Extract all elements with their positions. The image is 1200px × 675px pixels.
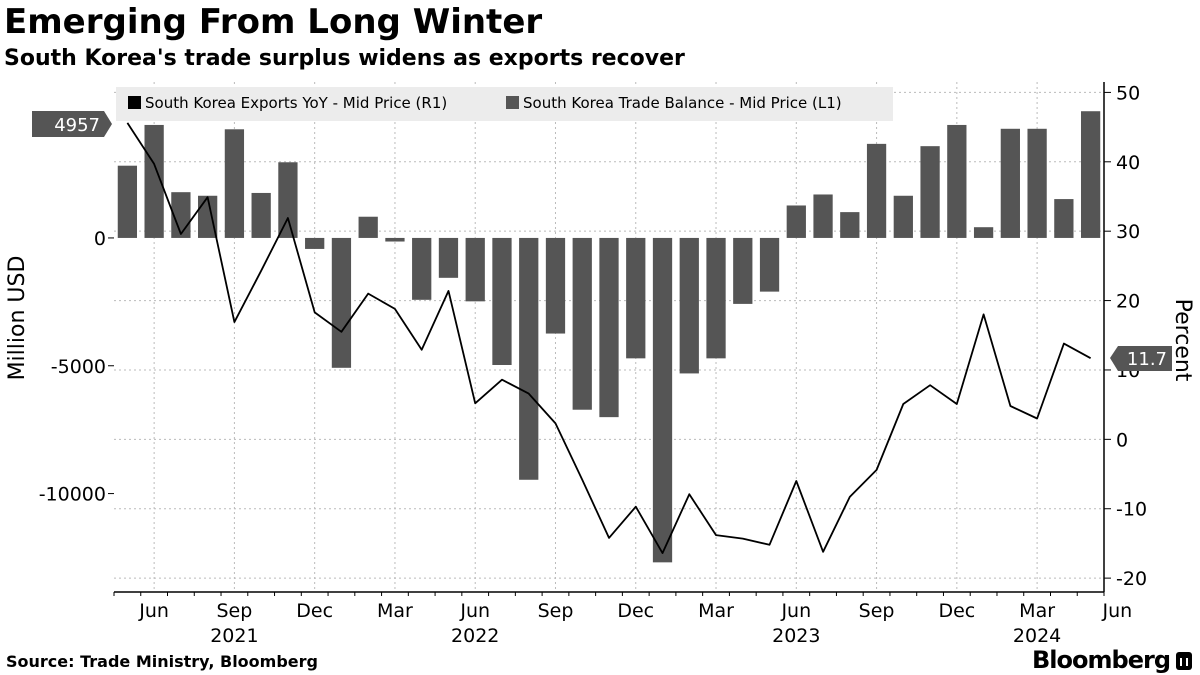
bar-trade-balance-2022-02 <box>358 216 378 238</box>
x-tick-label-12: Jun <box>1102 600 1133 622</box>
bar-trade-balance-2023-07 <box>813 194 833 238</box>
x-tick-label-3: Mar <box>377 600 413 622</box>
bar-trade-balance-2023-02 <box>679 237 699 374</box>
y-left-tick-label-1: -5000 <box>51 356 106 378</box>
bar-trade-balance-2023-01 <box>652 237 673 563</box>
x-tick-label-5: Sep <box>538 600 574 622</box>
bar-trade-balance-2022-10 <box>572 237 592 410</box>
source-note: Source: Trade Ministry, Bloomberg <box>6 652 318 671</box>
y-right-tick-label-2: 30 <box>1116 221 1140 243</box>
x-tick-label-1: Sep <box>216 600 252 622</box>
y-right-tick-label-7: -20 <box>1116 568 1147 590</box>
x-year-label-2024: 2024 <box>1013 625 1061 647</box>
x-year-label-2023: 2023 <box>772 625 820 647</box>
line-exports-yoy <box>126 122 1092 554</box>
bar-trade-balance-2023-05 <box>759 237 780 292</box>
brand-logo: Bloomberg <box>1032 646 1171 674</box>
bar-trade-balance-2022-05 <box>438 237 459 278</box>
y-right-tick-label-1: 40 <box>1116 152 1140 174</box>
bar-trade-balance-2021-11 <box>278 162 298 238</box>
bar-trade-balance-2022-08 <box>519 237 539 480</box>
bar-trade-balance-2022-03 <box>385 237 405 242</box>
bar-trade-balance-2023-11 <box>920 146 940 238</box>
bar-trade-balance-2023-09 <box>866 143 887 238</box>
bar-trade-balance-2024-01 <box>973 227 994 238</box>
bar-trade-balance-2024-05 <box>1080 111 1101 238</box>
bar-trade-balance-2022-06 <box>465 237 485 302</box>
bar-trade-balance-2021-05 <box>117 165 138 238</box>
bar-trade-balance-2021-09 <box>224 129 245 238</box>
y-right-tick-label-6: -10 <box>1116 499 1147 521</box>
bar-trade-balance-2021-08 <box>198 195 218 238</box>
last-value-flag-left-label: 4957 <box>54 115 100 136</box>
bar-trade-balance-2022-01 <box>331 237 352 368</box>
x-tick-label-11: Mar <box>1019 600 1055 622</box>
legend-label-exports: South Korea Exports YoY - Mid Price (R1) <box>145 94 447 112</box>
last-value-flag-right-label: 11.7 <box>1127 349 1167 370</box>
x-tick-label-0: Jun <box>138 600 169 622</box>
x-tick-label-6: Dec <box>617 600 654 622</box>
x-tick-label-8: Jun <box>780 600 811 622</box>
chart-subtitle: South Korea's trade surplus widens as ex… <box>4 46 685 71</box>
bar-trade-balance-2022-11 <box>599 237 619 418</box>
bar-trade-balance-2021-06 <box>144 124 164 238</box>
x-year-label-2021: 2021 <box>210 625 258 647</box>
bar-trade-balance-2022-09 <box>545 237 566 334</box>
y-right-tick-label-3: 20 <box>1116 291 1140 313</box>
bar-trade-balance-2023-06 <box>786 205 806 238</box>
bar-trade-balance-2022-07 <box>492 237 512 365</box>
y-left-tick-label-0: 0 <box>94 228 106 250</box>
y-right-tick-label-5: 0 <box>1116 429 1128 451</box>
x-tick-label-7: Mar <box>698 600 734 622</box>
last-value-flag-right <box>1110 346 1172 371</box>
y-left-axis-title: Million USD <box>5 256 30 381</box>
y-left-tick-label-2: -10000 <box>39 484 106 506</box>
x-tick-label-2: Dec <box>296 600 333 622</box>
legend-swatch-exports <box>128 96 141 109</box>
chart-title: Emerging From Long Winter <box>4 2 543 42</box>
bar-trade-balance-2021-12 <box>305 237 325 249</box>
bar-trade-balance-2023-04 <box>733 237 753 304</box>
x-tick-label-10: Dec <box>938 600 975 622</box>
x-tick-label-4: Jun <box>459 600 490 622</box>
bar-trade-balance-2023-08 <box>840 212 860 238</box>
bar-trade-balance-2023-10 <box>893 195 913 238</box>
y-right-axis-title: Percent <box>1170 299 1195 382</box>
bar-trade-balance-2021-10 <box>251 192 271 238</box>
x-year-label-2022: 2022 <box>451 625 499 647</box>
bar-trade-balance-2023-03 <box>706 237 726 359</box>
bar-trade-balance-2023-12 <box>947 124 967 238</box>
bar-trade-balance-2022-04 <box>412 237 432 300</box>
last-value-flag-left <box>32 111 112 137</box>
bar-trade-balance-2024-04 <box>1054 199 1074 238</box>
bar-trade-balance-2022-12 <box>626 237 646 359</box>
terminal-icon <box>1176 652 1192 670</box>
y-right-tick-label-0: 50 <box>1116 82 1140 104</box>
bar-trade-balance-2024-02 <box>1000 128 1020 238</box>
x-tick-label-9: Sep <box>859 600 895 622</box>
legend-swatch-trade-balance <box>506 96 519 109</box>
bar-trade-balance-2024-03 <box>1027 128 1047 238</box>
legend-label-trade-balance: South Korea Trade Balance - Mid Price (L… <box>523 94 842 112</box>
legend-background <box>116 87 893 121</box>
legend: South Korea Exports YoY - Mid Price (R1)… <box>116 87 893 121</box>
